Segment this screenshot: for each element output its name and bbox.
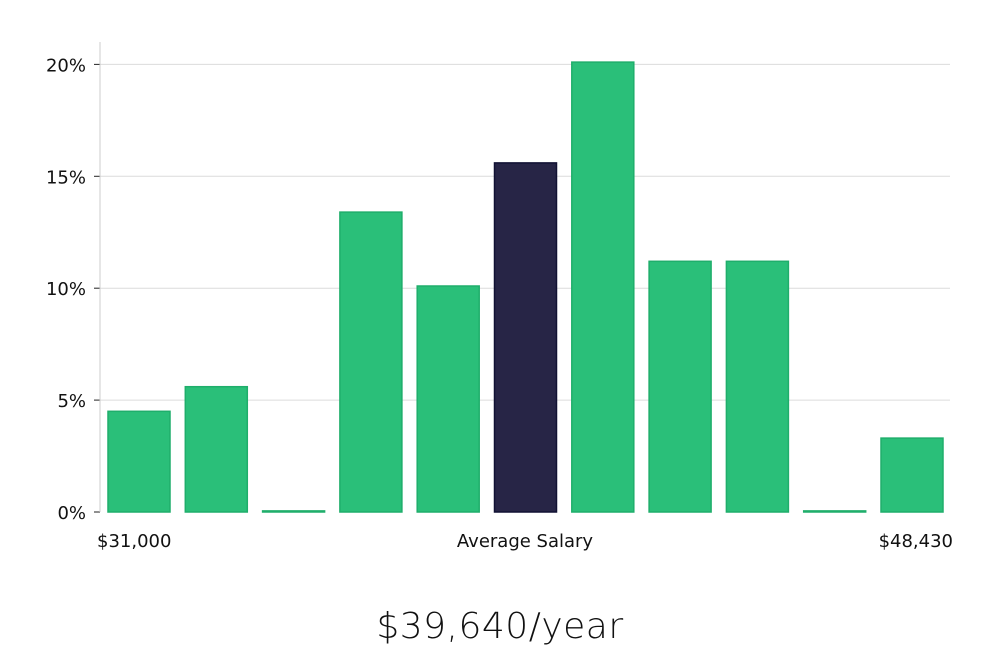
x-min-label: $31,000 xyxy=(97,531,171,552)
y-tick-label-0: 0% xyxy=(57,503,86,524)
y-tick-label-15: 15% xyxy=(46,167,86,188)
bar-8 xyxy=(725,260,790,513)
bar-1 xyxy=(184,385,249,513)
x-axis-title: Average Salary xyxy=(457,531,594,552)
bars xyxy=(107,61,944,513)
y-tick-label-10: 10% xyxy=(46,279,86,300)
bar-highlighted-5 xyxy=(493,162,558,513)
x-max-label: $48,430 xyxy=(879,531,953,552)
salary-histogram: 0% 5% 10% 15% 20% $31,000 Average Salary $48… xyxy=(46,42,953,552)
bar-3 xyxy=(339,211,403,513)
y-tick-labels: 0% 5% 10% 15% 20% xyxy=(46,55,100,524)
bar-9 xyxy=(802,510,867,513)
bar-10 xyxy=(880,437,944,513)
bar-6 xyxy=(571,61,635,513)
y-tick-label-20: 20% xyxy=(46,55,86,76)
y-tick-label-5: 5% xyxy=(57,391,86,412)
bar-4 xyxy=(416,285,480,513)
bar-2 xyxy=(261,510,326,513)
average-salary-value: $39,640/year xyxy=(376,606,624,647)
bar-0 xyxy=(107,410,171,513)
bar-7 xyxy=(648,260,712,513)
